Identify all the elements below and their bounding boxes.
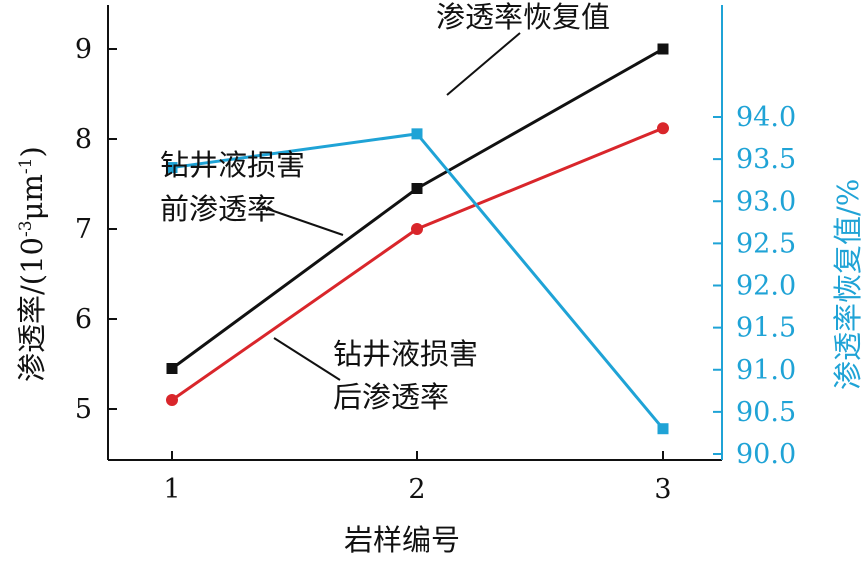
right-axis-title: 渗透率恢复值/%: [831, 179, 865, 390]
point-before: [657, 43, 669, 55]
point-recovery: [166, 162, 178, 174]
point-after: [657, 122, 669, 135]
annotation-after-line1: 钻井液损害: [333, 337, 478, 371]
x-axis-ticks: 1 2 3: [163, 451, 672, 505]
left-tick-label: 8: [75, 124, 92, 155]
x-axis-title: 岩样编号: [344, 523, 460, 557]
left-tick-label: 5: [75, 394, 92, 425]
left-axis-title: 渗透率/(10-3μm-1): [15, 146, 49, 382]
point-before: [166, 363, 178, 374]
right-tick-label: 93.0: [736, 186, 796, 217]
annotation-recovery: 渗透率恢复值: [436, 0, 610, 34]
left-axis-title-sup: -3: [16, 220, 36, 237]
left-axis-title-sup2: -1: [16, 158, 36, 175]
right-tick-label: 93.5: [736, 144, 796, 175]
point-after: [411, 223, 423, 235]
right-tick-label: 92.0: [736, 271, 796, 302]
left-axis-title-mid: μm: [15, 174, 49, 220]
point-recovery: [411, 128, 423, 140]
x-tick-label: 3: [654, 474, 671, 505]
point-recovery: [657, 423, 669, 435]
x-tick-label: 1: [163, 474, 180, 505]
left-axis-ticks: 5 6 7 8 9: [75, 34, 117, 425]
series-layer: [166, 43, 669, 435]
right-tick-label: 90.0: [736, 439, 796, 470]
annotation-before-line1: 钻井液损害: [160, 148, 305, 182]
leader-before: [261, 206, 344, 236]
right-tick-label: 92.5: [736, 228, 796, 259]
left-axis-title-main: 渗透率/(10: [15, 237, 49, 382]
right-tick-label: 94.0: [736, 102, 796, 133]
left-tick-label: 7: [75, 214, 92, 245]
right-axis-ticks: 90.0 90.5 91.0 91.5 92.0 92.5 93.0 93.5 94.0: [713, 102, 796, 470]
annotation-before-line2: 前渗透率: [160, 192, 276, 226]
leader-after: [273, 337, 341, 381]
left-axis-title-end: ): [15, 146, 49, 157]
leader-recovery: [446, 32, 521, 96]
right-tick-label: 91.5: [736, 313, 796, 344]
annotation-after-line2: 后渗透率: [333, 380, 449, 414]
left-tick-label: 9: [75, 34, 92, 65]
left-tick-label: 6: [75, 304, 92, 335]
point-before: [411, 183, 423, 194]
right-tick-label: 91.0: [736, 355, 796, 386]
point-after: [166, 394, 178, 406]
right-tick-label: 90.5: [736, 397, 796, 428]
x-tick-label: 2: [408, 474, 425, 505]
